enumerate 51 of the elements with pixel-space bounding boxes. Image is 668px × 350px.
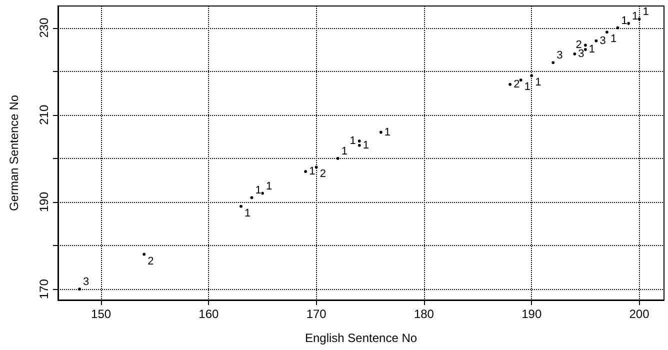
text: 2 <box>320 168 326 180</box>
text: 1 <box>309 166 316 178</box>
x-tick-label: 160 <box>198 307 220 321</box>
text: 3 <box>600 34 606 47</box>
text: 1 <box>588 44 596 56</box>
y-axis-title: German Sentence No <box>7 94 21 212</box>
text: 1 <box>524 81 530 94</box>
series-label: 1 <box>621 14 628 27</box>
text: 1 <box>266 180 272 192</box>
y-tick-label: 190 <box>37 192 51 212</box>
point <box>530 74 534 78</box>
point <box>78 288 82 291</box>
text: 3 <box>83 276 90 288</box>
point <box>552 61 555 64</box>
x-tick-label: 170 <box>306 307 327 321</box>
point <box>358 140 361 143</box>
text: 1 <box>350 135 356 148</box>
text: 3 <box>556 50 563 62</box>
y-tick-label: 230 <box>37 17 51 38</box>
x-axis-title: English Sentence No <box>304 331 418 345</box>
text: 1 <box>255 184 262 197</box>
text: 2 <box>148 255 154 268</box>
x-tick-label: 190 <box>522 307 542 321</box>
text: 1 <box>244 207 251 220</box>
point <box>250 196 254 200</box>
point <box>605 30 608 34</box>
point <box>379 130 382 134</box>
point <box>142 252 146 256</box>
text: 1 <box>341 145 348 158</box>
x-tick-label: 150 <box>91 307 112 321</box>
point <box>336 156 340 160</box>
y-tick-label: 210 <box>37 104 51 125</box>
series-label: 2 <box>514 78 520 90</box>
point <box>573 52 576 56</box>
text: 1 <box>610 33 617 46</box>
point <box>358 144 361 147</box>
text: 1 <box>642 6 649 18</box>
text: 1 <box>384 126 391 138</box>
point <box>594 39 598 42</box>
point <box>304 170 308 174</box>
y-tick-label: 170 <box>37 278 51 300</box>
text: 1 <box>632 10 638 22</box>
point <box>584 44 587 47</box>
point <box>616 26 620 30</box>
text: 1 <box>535 76 542 89</box>
x-tick-label: 180 <box>414 307 434 321</box>
series-label: 3 <box>578 48 584 60</box>
text: 1 <box>362 139 370 152</box>
x-tick-label: 200 <box>629 307 650 321</box>
point <box>508 82 512 86</box>
point <box>239 204 242 208</box>
